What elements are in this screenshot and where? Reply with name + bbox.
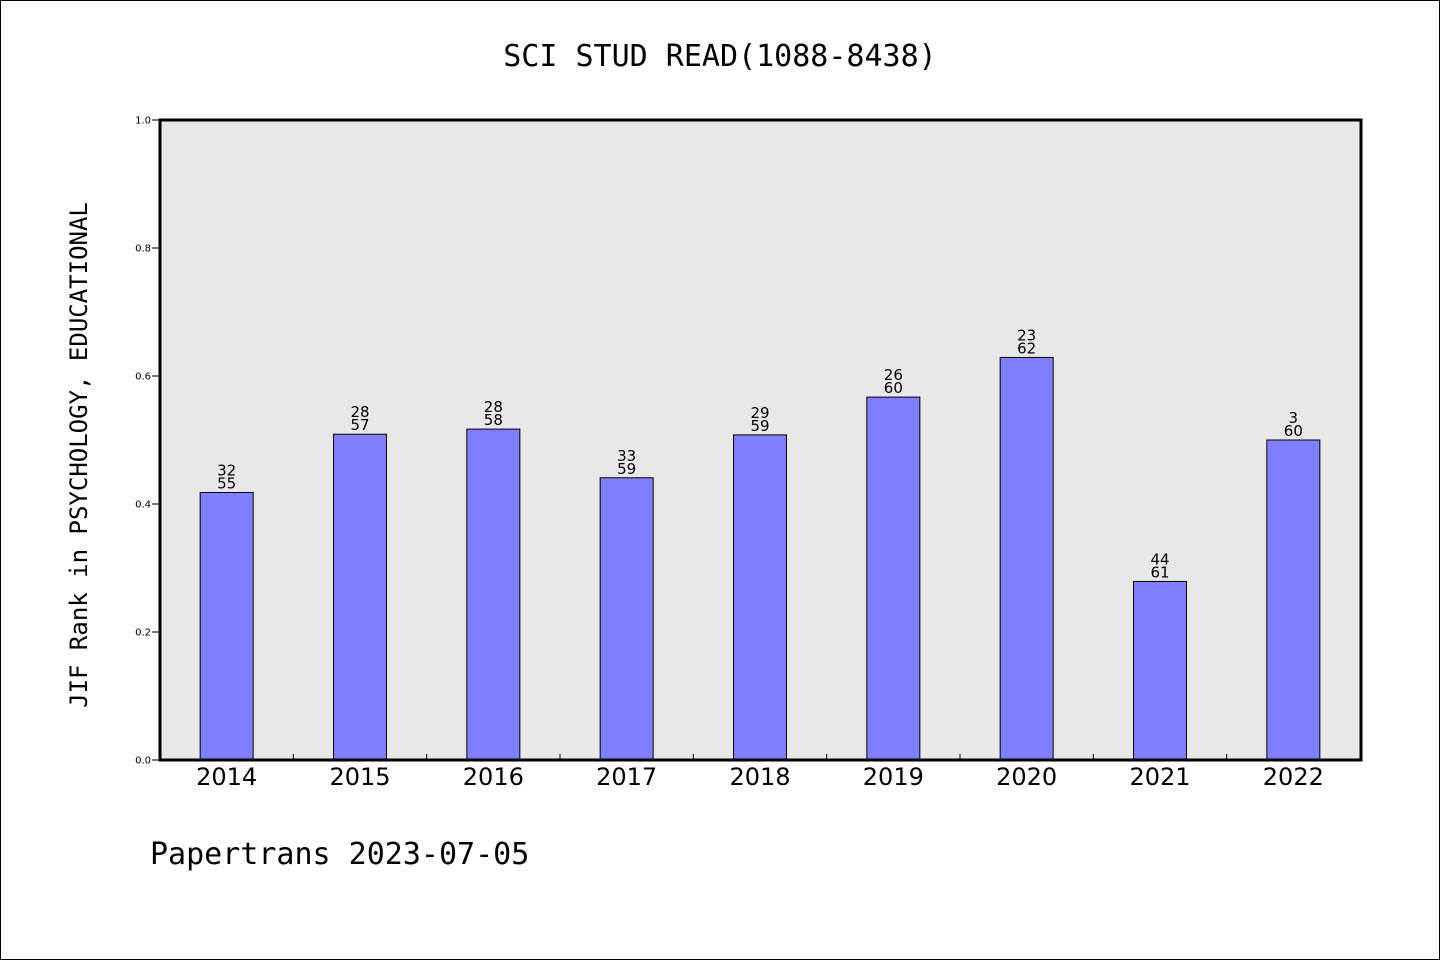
x-tick-label: 2021 [1129,763,1190,791]
chart-title: SCI STUD READ(1088-8438) [503,39,936,74]
data-label-rank: 32 [217,461,236,479]
data-label-total: 61 [1150,563,1169,581]
data-label-rank: 28 [484,398,503,416]
bar-2019 [866,396,921,761]
x-tick-label: 2019 [863,763,924,791]
y-tick-label: 0.6 [135,372,151,383]
x-tick-label: 2020 [996,763,1057,791]
data-label-total: 58 [484,411,503,429]
data-label-rank: 44 [1150,550,1169,568]
data-label-total: 59 [750,417,769,435]
y-tick-label: 0.0 [135,756,151,767]
bar-2014 [199,491,254,761]
bar-2020 [999,356,1054,761]
x-tick-label: 2017 [596,763,657,791]
footer-text: Papertrans 2023-07-05 [150,837,529,872]
data-label-rank: 23 [1017,326,1036,344]
x-tick-label: 2022 [1263,763,1324,791]
data-label-rank: 28 [350,403,369,421]
x-axis-ticks: 2014 2015 2016 2017 2018 2019 2020 2021 2022 [196,754,1324,791]
data-label-total: 60 [884,379,903,397]
bar-2015 [333,433,387,761]
x-tick-label: 2015 [329,763,390,791]
y-tick-label: 1.0 [135,116,151,127]
y-tick-label: 0.4 [135,500,151,511]
y-tick-label: 0.2 [135,628,151,639]
bar-2021 [1133,580,1187,761]
bar-2018 [733,434,787,761]
data-label-rank: 26 [884,366,903,384]
data-label-rank: 33 [617,447,636,465]
y-axis-label: JIF Rank in PSYCHOLOGY, EDUCATIONAL [65,202,93,708]
y-tick-label: 0.8 [135,244,151,255]
data-label-total: 60 [1284,422,1303,440]
bar-2022 [1266,439,1321,761]
data-label-total: 55 [217,474,236,492]
bars-group [199,356,1321,761]
y-axis-ticks: 0.0 0.2 0.4 0.6 0.8 1.0 [135,116,160,767]
data-label-rank: 29 [750,404,769,422]
x-tick-label: 2016 [463,763,524,791]
plot-border [158,118,1363,762]
bar-2016 [466,428,521,761]
data-label-rank: 3 [1289,409,1299,427]
x-tick-label: 2018 [729,763,790,791]
data-label-total: 62 [1017,339,1036,357]
bar-2017 [599,477,654,761]
data-label-total: 57 [350,416,369,434]
data-label-total: 59 [617,460,636,478]
x-tick-label: 2014 [196,763,257,791]
